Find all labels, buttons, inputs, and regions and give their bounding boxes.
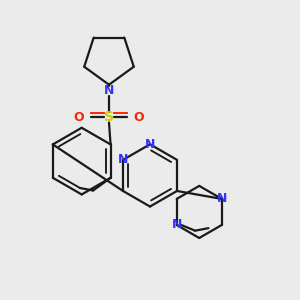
Text: S: S: [104, 110, 114, 124]
Text: N: N: [172, 218, 182, 232]
Text: N: N: [217, 192, 227, 206]
Text: N: N: [104, 84, 114, 97]
Text: O: O: [134, 111, 144, 124]
Text: O: O: [74, 111, 85, 124]
Text: N: N: [145, 138, 155, 151]
Text: N: N: [118, 153, 128, 166]
